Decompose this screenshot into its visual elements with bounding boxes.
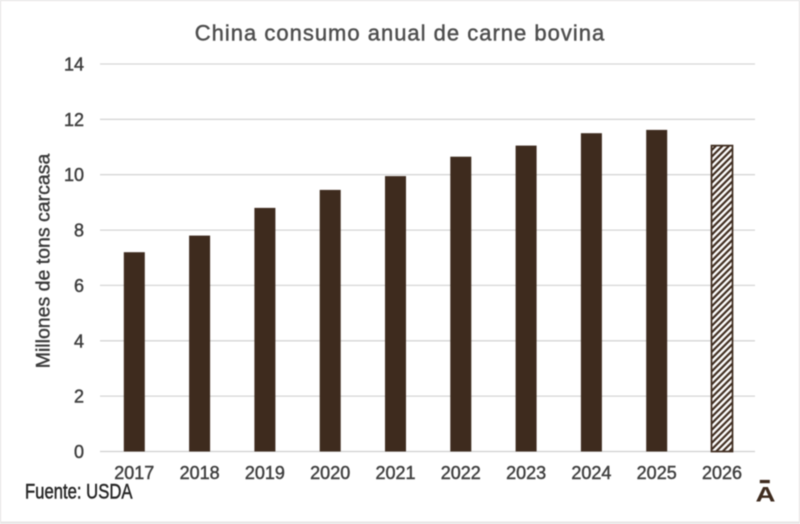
svg-text:Fuente: USDA: Fuente: USDA bbox=[25, 480, 133, 504]
svg-text:2026: 2026 bbox=[702, 463, 742, 483]
svg-text:2019: 2019 bbox=[245, 463, 285, 483]
svg-text:14: 14 bbox=[64, 55, 84, 75]
svg-text:2025: 2025 bbox=[637, 463, 677, 483]
svg-text:6: 6 bbox=[74, 276, 84, 296]
svg-text:2020: 2020 bbox=[310, 463, 350, 483]
svg-text:2024: 2024 bbox=[571, 463, 611, 483]
svg-text:4: 4 bbox=[74, 331, 84, 351]
svg-text:0: 0 bbox=[74, 442, 84, 462]
svg-text:2021: 2021 bbox=[375, 463, 415, 483]
svg-text:12: 12 bbox=[64, 110, 84, 130]
svg-text:2: 2 bbox=[74, 387, 84, 407]
svg-text:10: 10 bbox=[64, 165, 84, 185]
svg-text:2023: 2023 bbox=[506, 463, 546, 483]
svg-text:2018: 2018 bbox=[180, 463, 220, 483]
svg-text:China consumo anual de carne b: China consumo anual de carne bovina bbox=[195, 21, 605, 46]
svg-text:A: A bbox=[756, 483, 776, 507]
svg-text:Millones de tons carcasa: Millones de tons carcasa bbox=[33, 154, 55, 369]
svg-text:2017: 2017 bbox=[114, 463, 154, 483]
svg-text:2022: 2022 bbox=[441, 463, 481, 483]
svg-text:8: 8 bbox=[74, 221, 84, 241]
